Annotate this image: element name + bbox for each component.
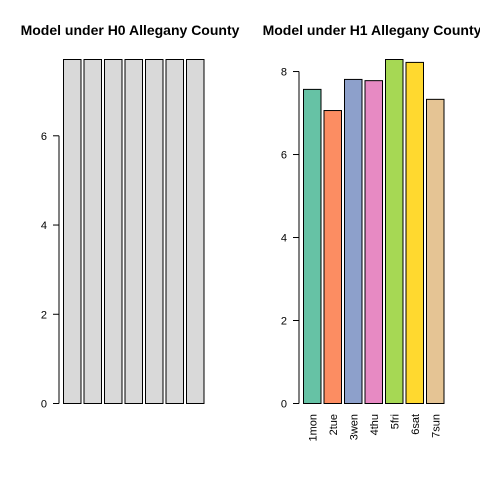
h1-x-category-label: 5fri — [389, 414, 401, 429]
h0-bar-6sat — [165, 59, 184, 404]
h1-bar-4thu — [364, 80, 383, 404]
h1-y-tick-label: 8 — [281, 67, 287, 79]
h1-bar-2tue — [323, 110, 342, 404]
h0-bar-4thu — [124, 59, 143, 404]
h0-y-tick-label: 2 — [41, 309, 47, 321]
h0-bar-1mon — [63, 59, 82, 404]
h1-bar-5fri — [385, 59, 404, 404]
h1-x-category-label: 1mon — [307, 414, 319, 442]
h0-bar-2tue — [83, 59, 102, 404]
h1-bar-1mon — [303, 88, 322, 404]
h1-x-category-label: 4thu — [369, 414, 381, 435]
h0-bar-chart-panel: Model under H0 Allegany County 0 2 4 6 — [21, 22, 240, 411]
h1-y-tick-label: 6 — [281, 150, 287, 162]
h1-y-tick-label: 2 — [281, 316, 287, 328]
h0-bar-3wen — [104, 59, 123, 404]
h0-bar-5fri — [145, 59, 164, 404]
h1-bar-3wen — [344, 78, 363, 404]
h0-y-tick-label: 4 — [41, 220, 47, 232]
h0-bar-7sun — [186, 59, 205, 404]
h1-y-tick-label: 0 — [281, 399, 287, 411]
h0-chart-title: Model under H0 Allegany County — [21, 22, 240, 38]
h1-y-tick-label: 4 — [281, 233, 287, 245]
h1-x-category-label: 3wen — [348, 414, 360, 440]
h1-x-category-label: 6sat — [410, 414, 422, 435]
title-clip-mask-h0 — [240, 18, 260, 42]
h1-x-category-label: 7sun — [430, 414, 442, 438]
h1-bar-7sun — [426, 98, 445, 404]
h0-y-tick-label: 6 — [41, 131, 47, 143]
h1-x-category-label: 2tue — [328, 414, 340, 435]
h1-chart-title: Model under H1 Allegany County — [263, 22, 480, 38]
h0-y-tick-label: 0 — [41, 399, 47, 411]
h1-bar-6sat — [405, 61, 424, 405]
h1-bar-chart-panel: Model under H1 Allegany County 0 2 4 6 8 1mon… — [263, 22, 480, 442]
